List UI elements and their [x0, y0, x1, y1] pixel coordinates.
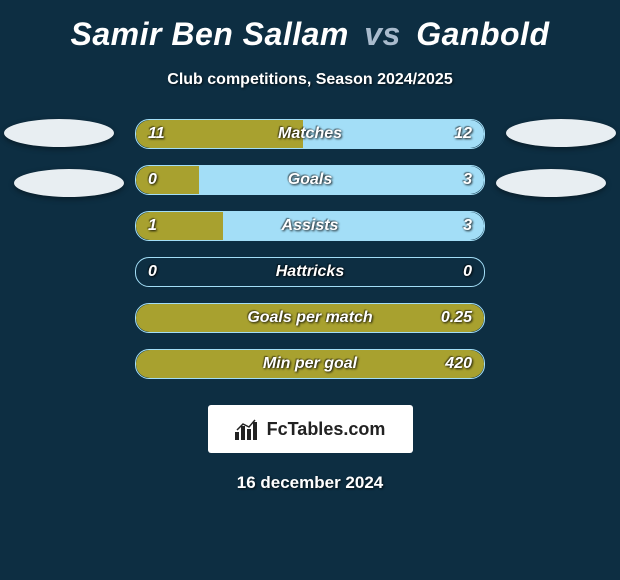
bars-icon: [235, 418, 261, 440]
date: 16 december 2024: [237, 473, 384, 493]
stat-row-assists: 1 Assists 3: [135, 211, 485, 241]
team-logo-right-2: [496, 169, 606, 197]
subtitle: Club competitions, Season 2024/2025: [167, 71, 452, 89]
logo-text: FcTables.com: [267, 419, 386, 440]
bar-left: [136, 350, 484, 378]
player1-name: Samir Ben Sallam: [71, 16, 349, 52]
vs-text: vs: [364, 16, 401, 52]
stat-left-value: 0: [148, 166, 157, 194]
bar-right: [223, 212, 484, 240]
stat-row-goals-per-match: Goals per match 0.25: [135, 303, 485, 333]
stat-right-value: 0.25: [441, 304, 472, 332]
stat-right-value: 3: [463, 166, 472, 194]
stat-left-value: 1: [148, 212, 157, 240]
stat-right-value: 3: [463, 212, 472, 240]
stat-row-matches: 11 Matches 12: [135, 119, 485, 149]
stat-left-value: 0: [148, 258, 157, 286]
stat-right-value: 12: [454, 120, 472, 148]
stat-row-hattricks: 0 Hattricks 0: [135, 257, 485, 287]
stat-label: Hattricks: [136, 258, 484, 286]
team-logo-right-1: [506, 119, 616, 147]
stat-row-goals: 0 Goals 3: [135, 165, 485, 195]
player2-name: Ganbold: [416, 16, 549, 52]
bar-left: [136, 304, 484, 332]
title: Samir Ben Sallam vs Ganbold: [71, 16, 550, 53]
stat-left-value: 11: [148, 120, 165, 148]
fctables-logo[interactable]: FcTables.com: [208, 405, 413, 453]
stat-right-value: 420: [445, 350, 472, 378]
bar-right: [199, 166, 484, 194]
bars-area: 11 Matches 12 0 Goals 3 1 Assists 3 0 Ha…: [0, 119, 620, 395]
stat-right-value: 0: [463, 258, 472, 286]
comparison-card: Samir Ben Sallam vs Ganbold Club competi…: [0, 0, 620, 493]
team-logo-left-2: [14, 169, 124, 197]
stat-row-min-per-goal: Min per goal 420: [135, 349, 485, 379]
bar-left: [136, 166, 199, 194]
team-logo-left-1: [4, 119, 114, 147]
